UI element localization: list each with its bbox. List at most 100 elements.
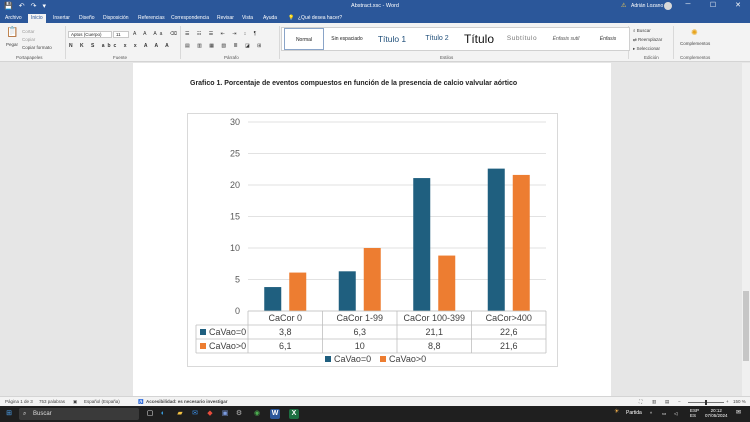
zoom-slider-knob[interactable] [705,400,707,405]
page-count[interactable]: Página 1 de 3 [5,399,33,404]
tab-referencias[interactable]: Referencias [138,15,165,21]
replace-button[interactable]: ⇄ Reemplazar [633,37,663,42]
search-icon: ⌕ [23,411,27,417]
style-titulo-1[interactable]: Título 1 [377,34,407,44]
legend-entry: CaVao>0 [389,354,426,364]
tab-correspondencia[interactable]: Correspondencia [171,15,210,21]
font-family-select[interactable]: Aptos (Cuerpo) [68,31,112,38]
save-icon[interactable]: 💾 [4,3,13,10]
style-titulo-2[interactable]: Título 2 [425,35,449,42]
zoom-out-icon[interactable]: − [678,399,681,404]
undo-icon[interactable]: ↶ [18,3,25,10]
style-enfasis[interactable]: Énfasis [599,36,617,42]
scrollbar-thumb[interactable] [743,291,749,361]
zoom-slider[interactable] [688,400,724,405]
font-size-controls[interactable]: A A Aa ⌫ [133,31,180,37]
paste-button[interactable]: Pegar [6,42,19,47]
select-button[interactable]: ▸ Seleccionar [633,46,661,51]
quick-access-toolbar: 💾 ↶ ↷ ▾ [4,2,46,10]
tray-chevron-icon[interactable]: ^ [650,411,653,416]
divider [279,26,280,59]
data-label: 10 [355,341,365,351]
focus-icon[interactable]: ⛶ [639,399,643,404]
data-label: 21,6 [500,341,518,351]
tab-vista[interactable]: Vista [242,15,254,21]
bar [413,178,431,311]
title-bar: 💾 ↶ ↷ ▾ Abstract.xsc - Word ⚠ Adrián Loz… [0,0,750,13]
proofing-icon[interactable]: ▣ [73,399,78,404]
user-name[interactable]: Adrián Lozano [631,3,664,9]
maximize-button[interactable]: ☐ [709,2,717,9]
vertical-scrollbar[interactable] [742,63,750,396]
list-buttons[interactable]: ☰ ☷ ☰ ⇤ ⇥ ↕ ¶ [185,31,260,37]
mail-icon[interactable]: ✉ [192,410,198,417]
style-enfasis-sutil[interactable]: Énfasis sutil [552,36,580,42]
clock[interactable]: 20:12 07/05/2024 [705,408,728,418]
excel-icon[interactable]: X [289,409,299,419]
copy-button[interactable]: Copiar [22,37,36,42]
edge-icon[interactable]: ◐ [160,410,166,417]
tab-disposicion[interactable]: Disposición [103,15,129,21]
tab-archivo[interactable]: Archivo [5,15,22,21]
volume-icon[interactable]: ◁ [674,411,678,416]
redo-icon[interactable]: ↷ [30,3,37,10]
file-explorer-icon[interactable]: ▰ [177,410,183,417]
font-format-buttons[interactable]: N K S abc x x A A A [69,43,172,49]
avatar[interactable] [664,2,672,10]
warning-icon[interactable]: ⚠ [621,3,627,9]
paste-icon[interactable]: 📋 [6,27,19,38]
task-view-icon[interactable]: ▢ [146,410,154,417]
style-normal[interactable]: Normal [284,28,324,50]
tab-ayuda[interactable]: Ayuda [263,15,278,21]
network-icon[interactable]: ▭ [662,411,667,416]
font-size-select[interactable]: 11 [113,31,129,38]
y-tick-label: 0 [235,306,240,316]
zoom-in-icon[interactable]: + [726,399,729,404]
data-label: 6,1 [279,341,292,351]
word-count[interactable]: 753 palabras [39,399,66,404]
zoom-level[interactable]: 150 % [733,399,746,404]
style-sin-espaciado[interactable]: Sin espaciado [331,36,363,42]
chrome-icon[interactable]: ◉ [253,410,261,417]
style-subtitulo[interactable]: Subtítulo [506,35,538,42]
addins-icon[interactable]: ✺ [691,28,698,37]
status-bar: Página 1 de 3 753 palabras ▣ Español (Es… [0,396,750,406]
tab-diseno[interactable]: Diseño [79,15,95,21]
accessibility-status[interactable]: Accesibilidad: es necesario investigar [146,399,228,404]
series-label: CaVao>0 [209,341,246,351]
align-buttons[interactable]: ▤ ▥ ▦ ▧ ≣ ◪ ⊞ [185,43,265,49]
minimize-button[interactable]: ─ [685,1,691,8]
tell-me-search[interactable]: ¿Qué desea hacer? [298,15,343,21]
select-icon: ▸ [633,46,637,51]
print-layout-icon[interactable]: ▤ [665,399,670,404]
tab-inicio[interactable]: Inicio [28,14,46,23]
read-mode-icon[interactable]: ▥ [652,399,657,404]
legend-entry: CaVao=0 [334,354,371,364]
cut-button[interactable]: Cortar [22,29,35,34]
close-button[interactable]: ✕ [735,2,741,9]
category-label: CaCor 1-99 [336,313,383,323]
format-painter-button[interactable]: Copiar formato [22,45,52,50]
settings-icon[interactable]: ⚙ [235,410,243,417]
windows-start-icon[interactable]: ⊞ [6,410,12,417]
chart-container[interactable]: 0 5 10 15 20 25 30 CaCor 0 CaCor 1-99 CaCor 100-3… [187,113,558,367]
customize-qat-icon[interactable]: ▾ [42,3,46,10]
tab-insertar[interactable]: Insertar [53,15,70,21]
language[interactable]: Español (España) [84,399,120,404]
styles-group-label: Estilos [440,55,454,60]
language-indicator[interactable]: ESP ES [690,408,700,418]
app-icon[interactable]: ◆ [207,410,213,417]
notification-icon[interactable]: ✉ [736,410,742,416]
category-label: CaCor 100-399 [403,313,465,323]
weather-label[interactable]: Partida [626,410,642,416]
y-tick-label: 5 [235,275,240,285]
addins-button[interactable]: Complementos [680,41,711,46]
bar [264,287,282,311]
store-icon[interactable]: ▣ [221,410,229,417]
weather-icon[interactable]: ☀ [614,409,620,415]
taskbar-search[interactable]: ⌕ Buscar [19,408,139,420]
word-icon[interactable]: W [270,409,280,419]
tab-revisar[interactable]: Revisar [217,15,234,21]
find-button[interactable]: ⌕ Buscar [633,28,651,33]
style-titulo[interactable]: Título [463,32,494,46]
